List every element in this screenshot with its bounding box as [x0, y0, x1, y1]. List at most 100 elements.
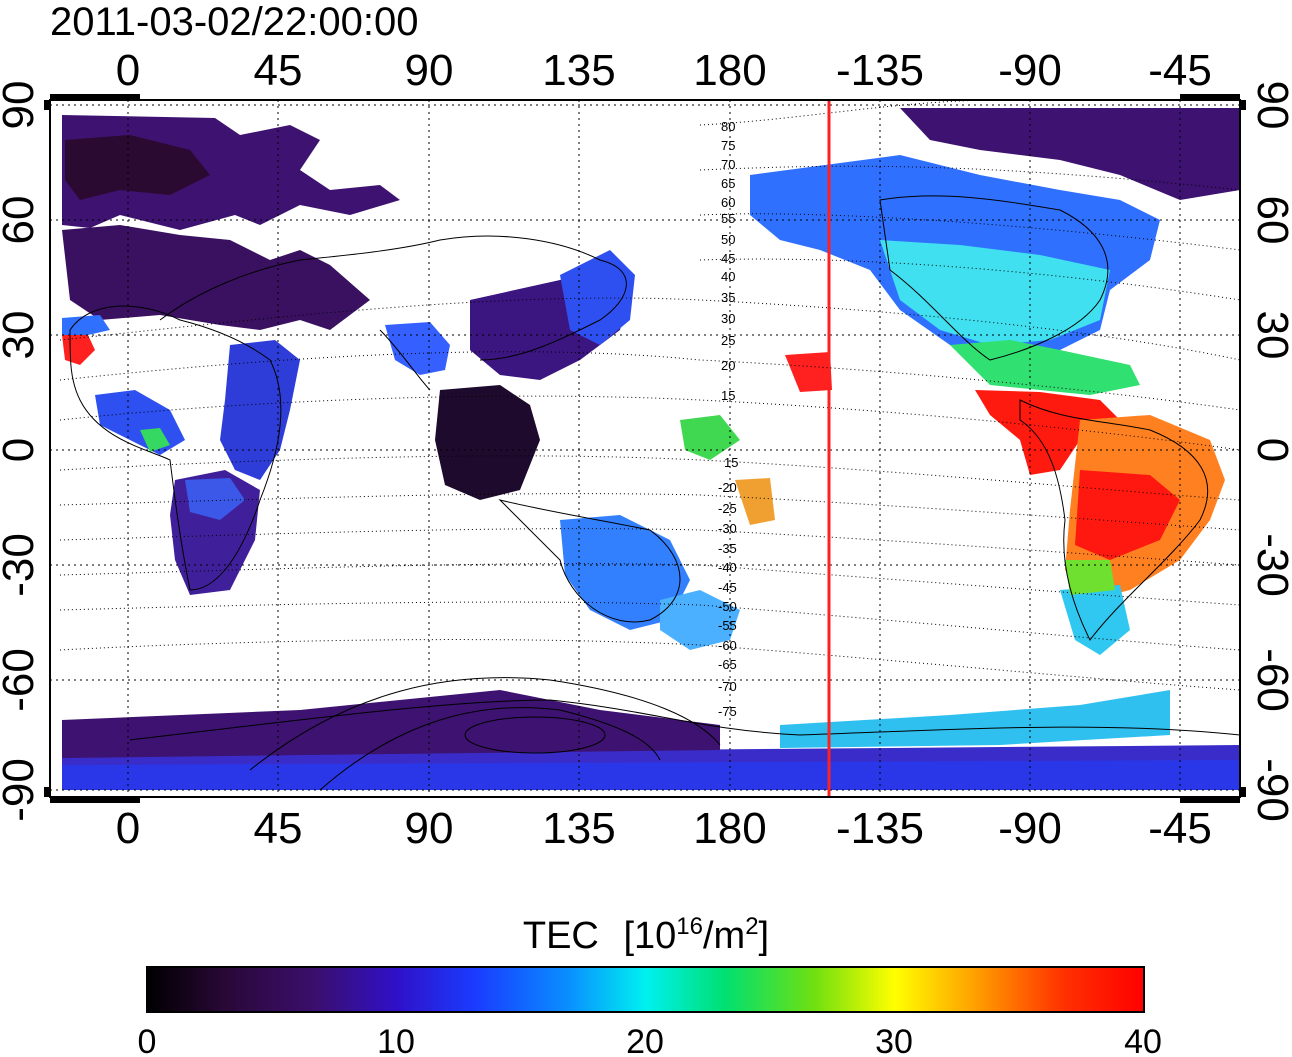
timestamp-title: 2011-03-02/22:00:00: [50, 0, 418, 44]
right-lat-axis: 90 60 30 0 -30 -60 -90: [1248, 81, 1292, 822]
tec-patch-pacific-orange: [735, 478, 775, 525]
contour-label: 75: [721, 138, 735, 153]
tec-patch-japan-blue: [560, 250, 635, 345]
colorbar-unit-exp2: 2: [745, 913, 758, 940]
lat-tick-label: 60: [1248, 196, 1292, 245]
tec-patch-africa-central: [220, 340, 300, 480]
lat-tick-label: -60: [0, 648, 43, 712]
lat-tick-label: -60: [1248, 648, 1292, 712]
contour-label: 50: [721, 232, 735, 247]
lat-tick-label: 90: [0, 81, 43, 130]
contour-label: 80: [721, 119, 735, 134]
colorbar-title: TEC [1016/m2]: [523, 913, 769, 957]
colorbar-ticks: 0 10 20 30 40: [138, 1023, 1162, 1057]
tec-patch-sa-south: [1060, 585, 1130, 655]
tec-patch-sa-red: [1075, 470, 1180, 560]
graticule: [50, 100, 1240, 797]
colorbar-unit-exp: 16: [676, 913, 703, 940]
tec-patch-us-cyan: [880, 240, 1110, 345]
lon-tick-label: -135: [836, 804, 924, 853]
lon-tick-label: 90: [405, 804, 454, 853]
lon-tick-label: -90: [998, 46, 1062, 95]
lat-tick-label: -90: [1248, 758, 1292, 822]
tec-patch-sa-green: [1065, 560, 1115, 595]
lon-tick-label: -90: [998, 804, 1062, 853]
tec-patch-antarctic-purple: [62, 690, 720, 758]
contour-label: 25: [721, 333, 735, 348]
frame-ticks: [44, 94, 1246, 803]
tec-patch-antarctic-blue2: [62, 760, 1240, 790]
contour-label: -55: [718, 618, 737, 633]
coastlines: [69, 195, 1240, 741]
contour-label: -45: [718, 580, 737, 595]
tec-patch-australia: [560, 515, 690, 630]
colorbar-unit-base: [10: [623, 915, 676, 957]
contour-label: -30: [718, 521, 737, 536]
lat-tick-label: 0: [1248, 438, 1292, 462]
contour-label: -35: [718, 541, 737, 556]
tec-patch-canada-purple: [900, 108, 1240, 200]
tec-patch-india: [385, 322, 450, 375]
tec-patches: [62, 108, 1240, 790]
magnetic-pole-contours: [249, 677, 721, 791]
contour-label: -75: [718, 704, 737, 719]
lon-tick-label: -45: [1148, 804, 1212, 853]
tec-patch-mexico-green: [950, 340, 1140, 395]
colorbar-unit-end: ]: [759, 915, 770, 957]
contour-label: -25: [718, 501, 737, 516]
colorbar-tick-label: 40: [1124, 1023, 1162, 1057]
lat-tick-label: -90: [0, 758, 43, 822]
tec-patch-antarctic-cyan: [780, 690, 1170, 748]
left-lat-axis: 90 60 30 0 -30 -60 -90: [0, 81, 43, 822]
top-lon-axis: 0 45 90 135 180 -135 -90 -45: [116, 46, 1212, 95]
lat-tick-label: 0: [0, 438, 43, 462]
colorbar-tick-label: 20: [626, 1023, 664, 1057]
lat-tick-label: -30: [0, 533, 43, 597]
tec-patch-pacific-green: [680, 415, 740, 460]
contour-label: 65: [721, 176, 735, 191]
contour-label: 15: [721, 388, 735, 403]
contour-label-group: 80 75 70 65 60 55 50 45 40 35 30 25 20 1…: [718, 119, 738, 719]
colorbar: [146, 966, 1145, 1013]
contour-label: 15: [724, 455, 738, 470]
map-frame: [49, 99, 1241, 798]
lat-tick-label: 60: [0, 196, 43, 245]
contour-label: 30: [721, 311, 735, 326]
lon-tick-label: 135: [542, 46, 615, 95]
lat-tick-label: 30: [1248, 311, 1292, 360]
lon-tick-label: 180: [693, 804, 766, 853]
tec-patch-africa-blue-s: [185, 478, 245, 520]
lon-tick-label: 135: [542, 804, 615, 853]
contour-label: -50: [718, 599, 737, 614]
contour-label: -65: [718, 657, 737, 672]
tec-patch-europe: [62, 225, 370, 330]
contour-label: 35: [721, 290, 735, 305]
tec-patch-north-dark: [65, 135, 210, 200]
lon-tick-label: 45: [254, 804, 303, 853]
colorbar-tick-label: 0: [138, 1023, 157, 1057]
lon-tick-label: 0: [116, 46, 140, 95]
colorbar-tick-label: 10: [377, 1023, 415, 1057]
contour-label: 60: [721, 195, 735, 210]
contour-label: 70: [721, 157, 735, 172]
contour-label: 20: [721, 358, 735, 373]
lon-tick-label: -135: [836, 46, 924, 95]
contour-label: -70: [718, 679, 737, 694]
lon-tick-label: 0: [116, 804, 140, 853]
colorbar-tick-label: 30: [875, 1023, 913, 1057]
contour-label: 55: [721, 211, 735, 226]
tec-patch-central-red: [975, 390, 1120, 475]
lon-tick-label: -45: [1148, 46, 1212, 95]
tec-patch-nz: [660, 590, 740, 650]
tec-patch-africa-green: [140, 428, 170, 452]
colorbar-unit-mid: /m: [703, 915, 745, 957]
colorbar-title-main: TEC: [523, 915, 599, 957]
lon-tick-label: 90: [405, 46, 454, 95]
tec-map: 80 75 70 65 60 55 50 45 40 35 30 25 20 1…: [50, 100, 1240, 797]
magnetic-contours: [59, 100, 1240, 691]
tec-patch-atlantic-blue: [62, 315, 110, 335]
lat-tick-label: 30: [0, 311, 43, 360]
contour-label: -20: [718, 480, 737, 495]
contour-label: 45: [721, 251, 735, 266]
lat-tick-label: 90: [1248, 81, 1292, 130]
